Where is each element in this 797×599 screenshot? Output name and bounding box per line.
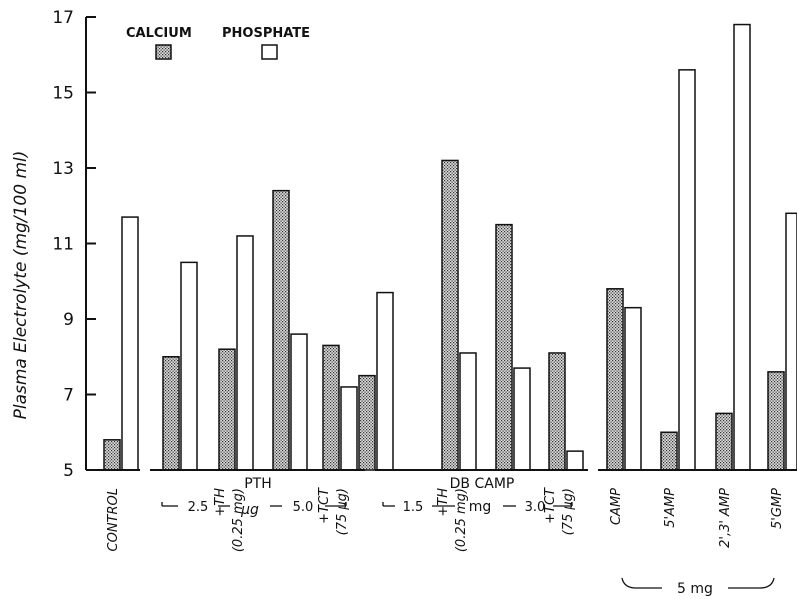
bar-phosphate [733, 23, 751, 471]
legend-label-calcium: CALCIUM [126, 26, 192, 41]
bar-phosphate [513, 367, 531, 471]
bar-phosphate [624, 306, 642, 471]
y-tick-label: 5 [63, 461, 74, 481]
bar-calcium [441, 159, 459, 471]
bar-phosphate [340, 386, 358, 471]
bar-phosphate [180, 261, 198, 471]
y-tick-label: 11 [52, 235, 74, 255]
y-tick-label: 17 [52, 8, 74, 28]
legend-label-phosphate: PHOSPHATE [222, 26, 310, 41]
category-label: (75 µg) [561, 488, 576, 535]
bar-calcium [272, 189, 290, 471]
group-dbcamp-labels: DB CAMP 1.5 mg 3.0 [382, 476, 573, 515]
bar-calcium [495, 223, 513, 471]
category-label: CONTROL [106, 488, 121, 551]
category-label: +TCT [543, 487, 558, 524]
category-label: (75 µg) [335, 488, 350, 535]
bar-calcium [660, 431, 678, 471]
bar-phosphate [459, 352, 477, 471]
y-tick-label: 9 [63, 310, 74, 330]
group-nucleotide-labels: 5 mg [621, 577, 775, 597]
category-label: +TCT [317, 487, 332, 524]
dose-bracket [621, 577, 662, 589]
bar-calcium [715, 412, 733, 471]
bar-calcium [358, 374, 376, 471]
y-tick-label: 13 [52, 159, 74, 179]
bar-calcium [548, 352, 566, 471]
bar-calcium [162, 356, 180, 471]
dose-value-right: 3.0 [525, 500, 546, 515]
category-label: (0.25 mg) [454, 488, 469, 552]
category-label: 5'GMP [770, 488, 785, 529]
bar-calcium [606, 288, 624, 471]
dose-unit: mg [469, 499, 492, 515]
category-label: (0.25 mg) [231, 488, 246, 552]
category-label: 2',3' AMP [718, 488, 733, 548]
category-label: CAMP [609, 488, 624, 525]
group-pth-labels: PTH 2.5 µg 5.0 [161, 476, 347, 518]
bar-phosphate [376, 291, 394, 471]
category-labels: CONTROL +TH (0.25 mg) +TCT (75 µg) +TH (0.25 m… [106, 487, 785, 552]
bar-phosphate [785, 212, 797, 471]
dose-unit: µg [240, 502, 259, 518]
bar-phosphate [678, 69, 696, 471]
category-label: 5'AMP [663, 488, 678, 528]
bar-calcium [218, 348, 236, 471]
bars [103, 23, 797, 471]
y-tick-label: 7 [63, 386, 74, 406]
bar-calcium [103, 439, 121, 471]
bar-phosphate [121, 216, 139, 471]
dose-bracket [728, 577, 775, 589]
y-tick-label: 15 [52, 84, 74, 104]
dose-value-left: 1.5 [403, 500, 424, 515]
legend: CALCIUM PHOSPHATE [126, 26, 310, 60]
group-title-pth: PTH [244, 476, 272, 492]
dose-value-left: 2.5 [188, 500, 209, 515]
dose-value-bottom: 5 mg [677, 581, 713, 597]
bar-calcium [322, 344, 340, 471]
bar-calcium [767, 371, 785, 471]
group-title-dbcamp: DB CAMP [450, 476, 515, 492]
y-ticks: 5 7 9 11 13 15 17 [52, 8, 96, 481]
legend-swatch-calcium [155, 44, 172, 60]
dose-value-right: 5.0 [293, 500, 314, 515]
category-label: +TH [213, 488, 228, 517]
bar-phosphate [236, 235, 254, 471]
y-axis-label: Plasma Electrolyte (mg/100 ml) [11, 151, 31, 420]
legend-swatch-phosphate [261, 44, 278, 60]
bar-phosphate [290, 333, 308, 471]
category-label: +TH [436, 488, 451, 517]
bar-phosphate [566, 450, 584, 471]
